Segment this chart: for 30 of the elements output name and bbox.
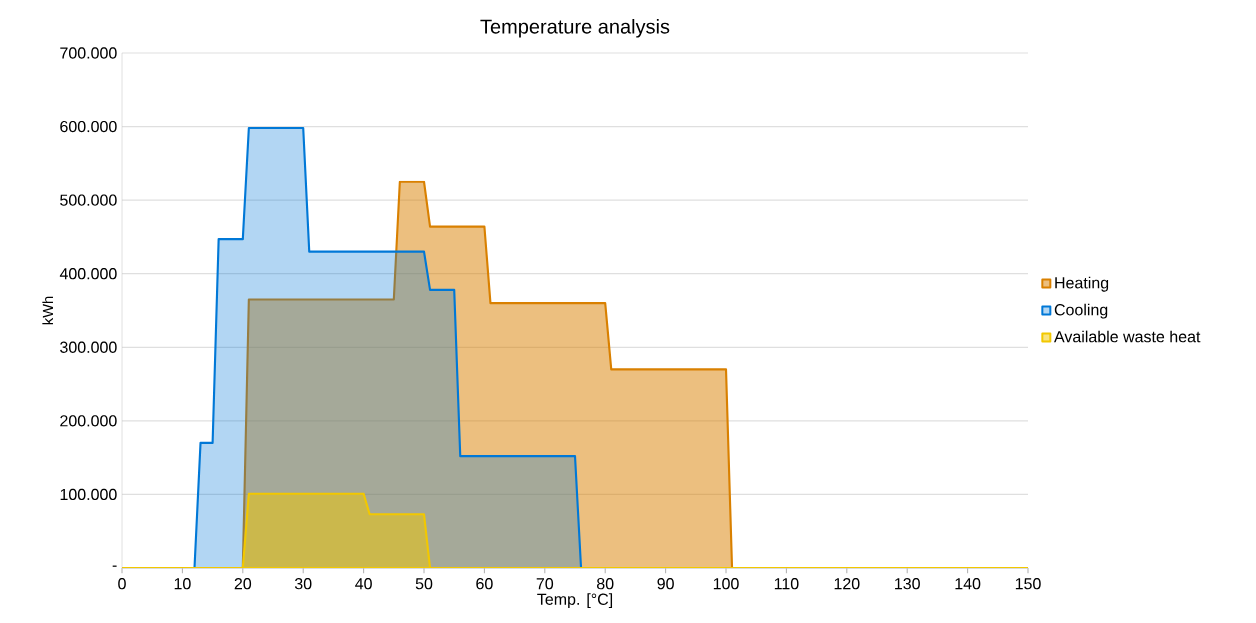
- x-tick-label: 10: [174, 578, 191, 590]
- chart-title: Temperature analysis: [480, 18, 670, 38]
- legend-label: Cooling: [1054, 303, 1108, 319]
- x-tick-label: 20: [234, 578, 252, 590]
- x-tick-label: 110: [774, 578, 799, 590]
- x-tick-label: 150: [1015, 578, 1041, 590]
- x-tick-label: 50: [415, 578, 433, 590]
- x-tick-label: 70: [536, 578, 554, 590]
- y-tick-label: 200.000: [60, 415, 117, 427]
- y-tick-label: 700.000: [60, 47, 117, 59]
- x-axis-title: Temp. [°C]: [537, 593, 613, 609]
- y-axis-title: kWh: [42, 296, 53, 325]
- x-tick-label: 90: [657, 578, 674, 590]
- y-tick-label: 400.000: [59, 268, 117, 280]
- x-tick-label: 130: [895, 578, 920, 590]
- y-tick-label: 600.000: [60, 120, 117, 133]
- x-tick-label: 60: [476, 578, 493, 590]
- y-tick-label: 300.000: [60, 341, 117, 353]
- x-tick-label: 40: [355, 578, 372, 590]
- x-tick-label: 100: [713, 578, 739, 590]
- legend-label: Available waste heat: [1054, 330, 1201, 343]
- legend-label: Heating: [1055, 276, 1109, 292]
- x-tick-label: 0: [118, 578, 126, 590]
- y-tick-label: 500.000: [60, 194, 117, 206]
- x-tick-label: 80: [597, 578, 614, 590]
- x-tick-label: 120: [834, 578, 860, 590]
- y-tick-label: -: [112, 565, 117, 567]
- y-tick-label: 100.000: [60, 488, 117, 501]
- x-tick-label: 140: [955, 578, 981, 590]
- x-tick-label: 30: [294, 578, 312, 590]
